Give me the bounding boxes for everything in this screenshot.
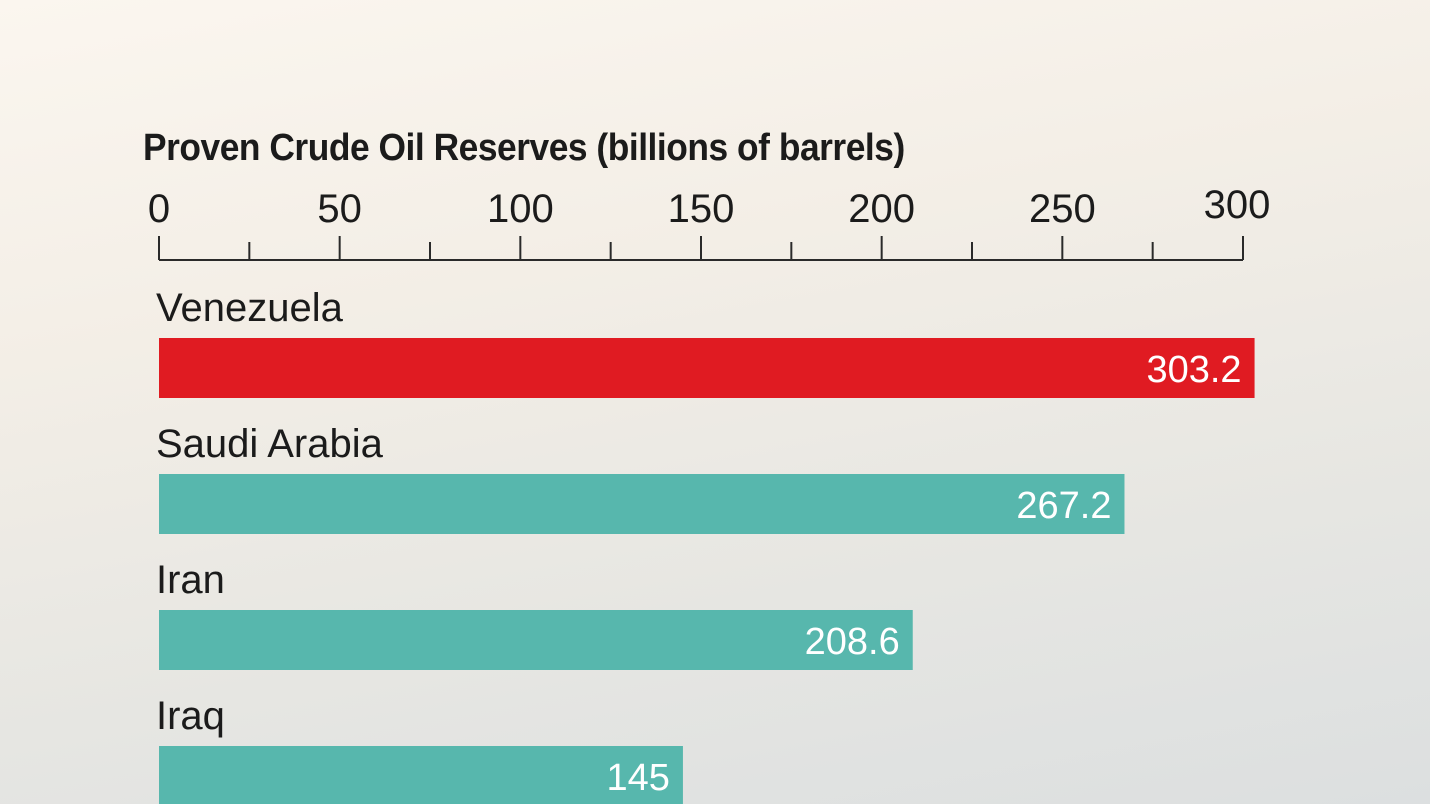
x-tick-label: 250 [1029, 187, 1096, 231]
x-tick-label: 150 [668, 187, 735, 231]
x-tick-label: 300 [1204, 183, 1271, 227]
bar [159, 610, 913, 670]
category-label: Saudi Arabia [156, 422, 384, 466]
bar-value-label: 145 [607, 757, 670, 799]
bar-row: Iran 208.6 [156, 558, 913, 670]
bar-value-label: 267.2 [1016, 485, 1111, 527]
bar-row: Saudi Arabia 267.2 [156, 422, 1125, 534]
x-axis: 0 50 100 150 200 250 300 [148, 183, 1271, 261]
bar-value-label: 303.2 [1146, 349, 1241, 391]
bar [159, 474, 1125, 534]
bar [159, 746, 683, 804]
bar-row: Venezuela 303.2 [156, 286, 1255, 398]
bar [159, 338, 1255, 398]
bar-value-label: 208.6 [805, 621, 900, 663]
x-tick-label: 0 [148, 187, 170, 231]
category-label: Iran [156, 558, 225, 602]
bar-row: Iraq 145 [156, 694, 683, 804]
category-label: Iraq [156, 694, 225, 738]
chart-title: Proven Crude Oil Reserves (billions of b… [143, 127, 905, 169]
category-label: Venezuela [156, 286, 344, 330]
x-tick-label: 200 [848, 187, 915, 231]
x-tick-label: 50 [317, 187, 362, 231]
bars: Venezuela 303.2 Saudi Arabia 267.2 Iran 208.6… [156, 286, 1255, 804]
x-tick-label: 100 [487, 187, 554, 231]
